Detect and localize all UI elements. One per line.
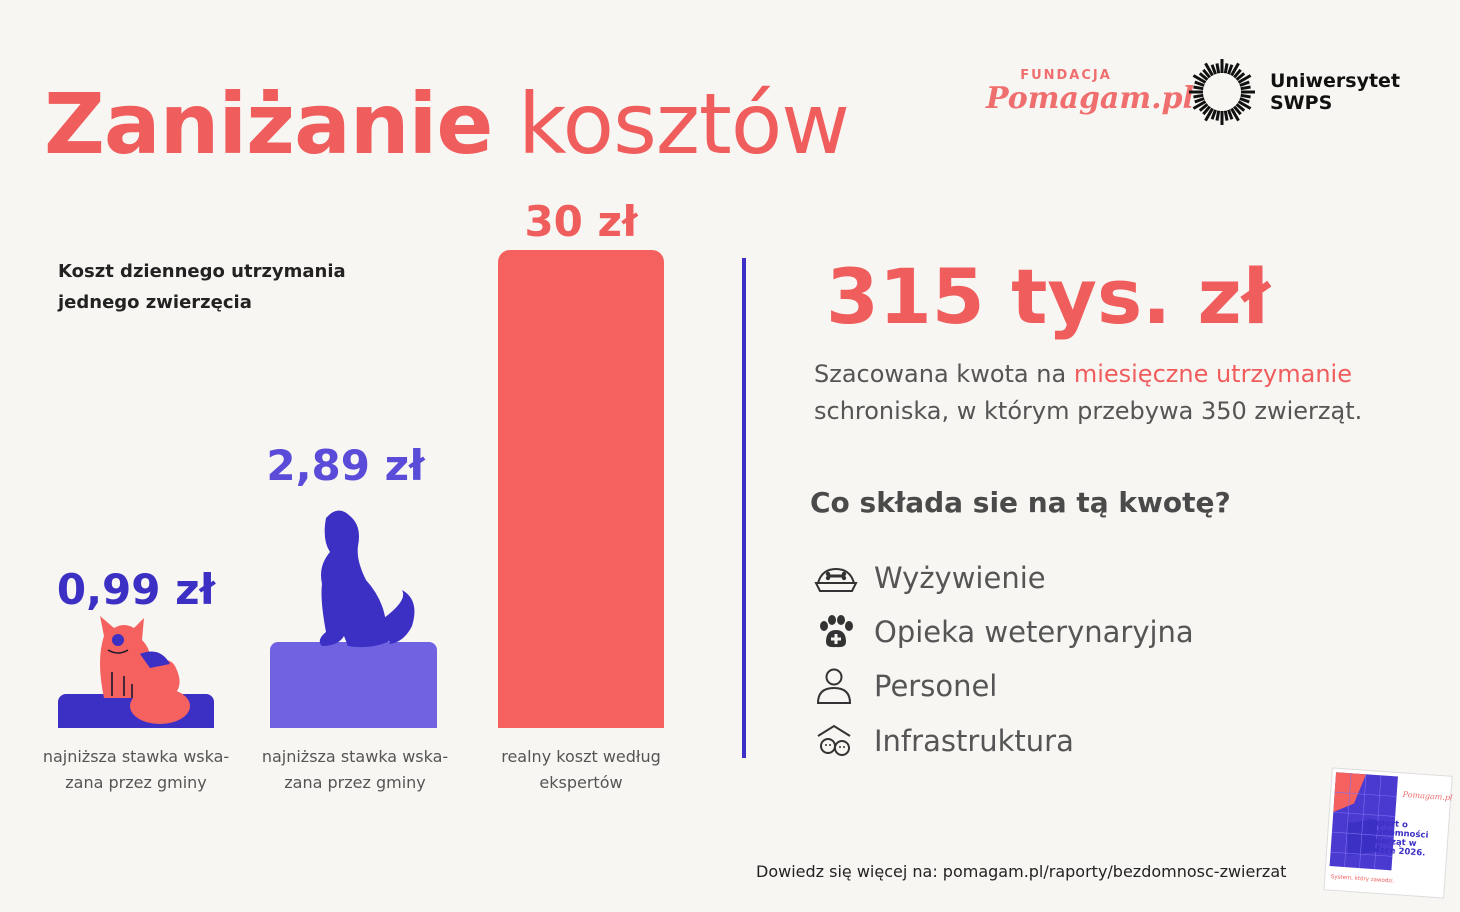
report-brand: Pomagam.pl (1401, 790, 1453, 803)
swps-ray (1233, 68, 1242, 79)
swps-ray (1223, 63, 1229, 74)
swps-ray (1237, 100, 1252, 110)
bar-caption-3: realny koszt według ekspertów (501, 747, 661, 792)
swps-ray (1202, 68, 1211, 79)
swps-ray (1210, 109, 1217, 120)
swps-ray (1192, 74, 1207, 84)
fundacja-pomagam-logo: FUNDACJA Pomagam.pl (986, 68, 1194, 116)
value-label-2: 2,89 zł (266, 441, 426, 490)
swps-ray (1198, 72, 1209, 81)
swps-ray (1230, 62, 1240, 77)
cost-item-infrastructure: Infrastruktura (814, 719, 1074, 763)
person-icon (814, 666, 860, 706)
swps-wordmark: Uniwersytet SWPS (1270, 70, 1400, 114)
pomagam-wordmark: Pomagam.pl (986, 81, 1194, 116)
bar-2 (270, 642, 437, 728)
swps-ray (1235, 72, 1246, 81)
swps-ray (1193, 85, 1204, 91)
cost-item-food: Wyżywienie (814, 556, 1046, 600)
swps-ray (1198, 103, 1209, 112)
vertical-divider (742, 258, 746, 758)
food-bowl-icon (814, 558, 860, 598)
dog-illustration (319, 510, 415, 648)
swps-ray (1227, 64, 1234, 75)
description-highlight: miesięczne utrzymanie (1073, 360, 1352, 388)
university-line2: SWPS (1270, 92, 1333, 114)
university-line1: Uniwersytet (1270, 70, 1401, 92)
swps-ray (1202, 105, 1211, 116)
monthly-cost-amount: 315 tys. zł (826, 252, 1270, 341)
fundacja-label: FUNDACJA (1020, 68, 1112, 83)
bar-1-base (58, 716, 214, 728)
swps-ray (1239, 97, 1250, 104)
swps-ray (1215, 110, 1221, 121)
bar-3 (498, 250, 664, 728)
title-light: kosztów (518, 75, 850, 173)
swps-ray (1204, 107, 1214, 122)
swps-ray (1237, 74, 1252, 84)
paw-medical-icon (814, 612, 860, 652)
cost-item-label: Personel (874, 669, 998, 703)
bar-caption-2: najniższa stawka wska- zana przez gminy (261, 747, 449, 792)
bar-2-base (270, 716, 437, 728)
cost-bar-chart: 0,99 zł 2,89 zł 30 zł (57, 197, 664, 728)
cost-item-label: Infrastruktura (874, 724, 1074, 758)
page-title: Zaniżanie kosztów (44, 82, 850, 166)
cost-item-label: Opieka weterynaryjna (874, 615, 1194, 649)
value-label-1: 0,99 zł (57, 565, 217, 614)
swps-ray (1239, 80, 1250, 87)
swps-ray (1192, 100, 1207, 110)
swps-logo-icon (1189, 59, 1255, 125)
cat-illustration (100, 616, 190, 724)
cost-item-label: Wyżywienie (874, 561, 1046, 595)
swps-ray (1227, 109, 1234, 120)
swps-ray (1240, 93, 1251, 99)
value-label-3: 30 zł (524, 197, 639, 246)
shelter-icon (814, 721, 860, 761)
swps-ray (1215, 63, 1221, 74)
swps-ray (1230, 107, 1240, 122)
swps-ray (1223, 110, 1229, 121)
swps-ray (1204, 62, 1214, 77)
swps-ray (1240, 85, 1251, 91)
bar-3-base (498, 716, 664, 728)
cost-item-staff: Personel (814, 664, 997, 708)
swps-ray (1194, 97, 1205, 104)
report-title: Raport o bezdomności zwierząt w Polsce 2… (1364, 818, 1429, 859)
report-tagline: System, który zawodzi. (1331, 873, 1395, 884)
chart-label-line2: jednego zwierzęcia (58, 292, 252, 313)
swps-ray (1193, 93, 1204, 99)
footer-link[interactable]: Dowiedz się więcej na: pomagam.pl/raport… (756, 862, 1287, 881)
chart-label: Koszt dziennego utrzymania jednego zwier… (58, 256, 346, 318)
cost-question: Co składa sie na tą kwotę? (810, 486, 1231, 519)
swps-ray (1235, 103, 1246, 112)
report-cover-thumbnail[interactable]: Pomagam.pl Raport o bezdomności zwierząt… (1322, 766, 1454, 900)
bar-caption-1: najniższa stawka wska- zana przez gminy (42, 747, 230, 792)
swps-ray (1210, 64, 1217, 75)
chart-label-line1: Koszt dziennego utrzymania (58, 261, 346, 282)
title-bold: Zaniżanie (44, 75, 493, 173)
amount-description: Szacowana kwota na miesięczne utrzymanie… (814, 360, 1363, 425)
swps-ray (1233, 105, 1242, 116)
cost-item-vet: Opieka weterynaryjna (814, 610, 1194, 654)
swps-ray (1194, 80, 1205, 87)
